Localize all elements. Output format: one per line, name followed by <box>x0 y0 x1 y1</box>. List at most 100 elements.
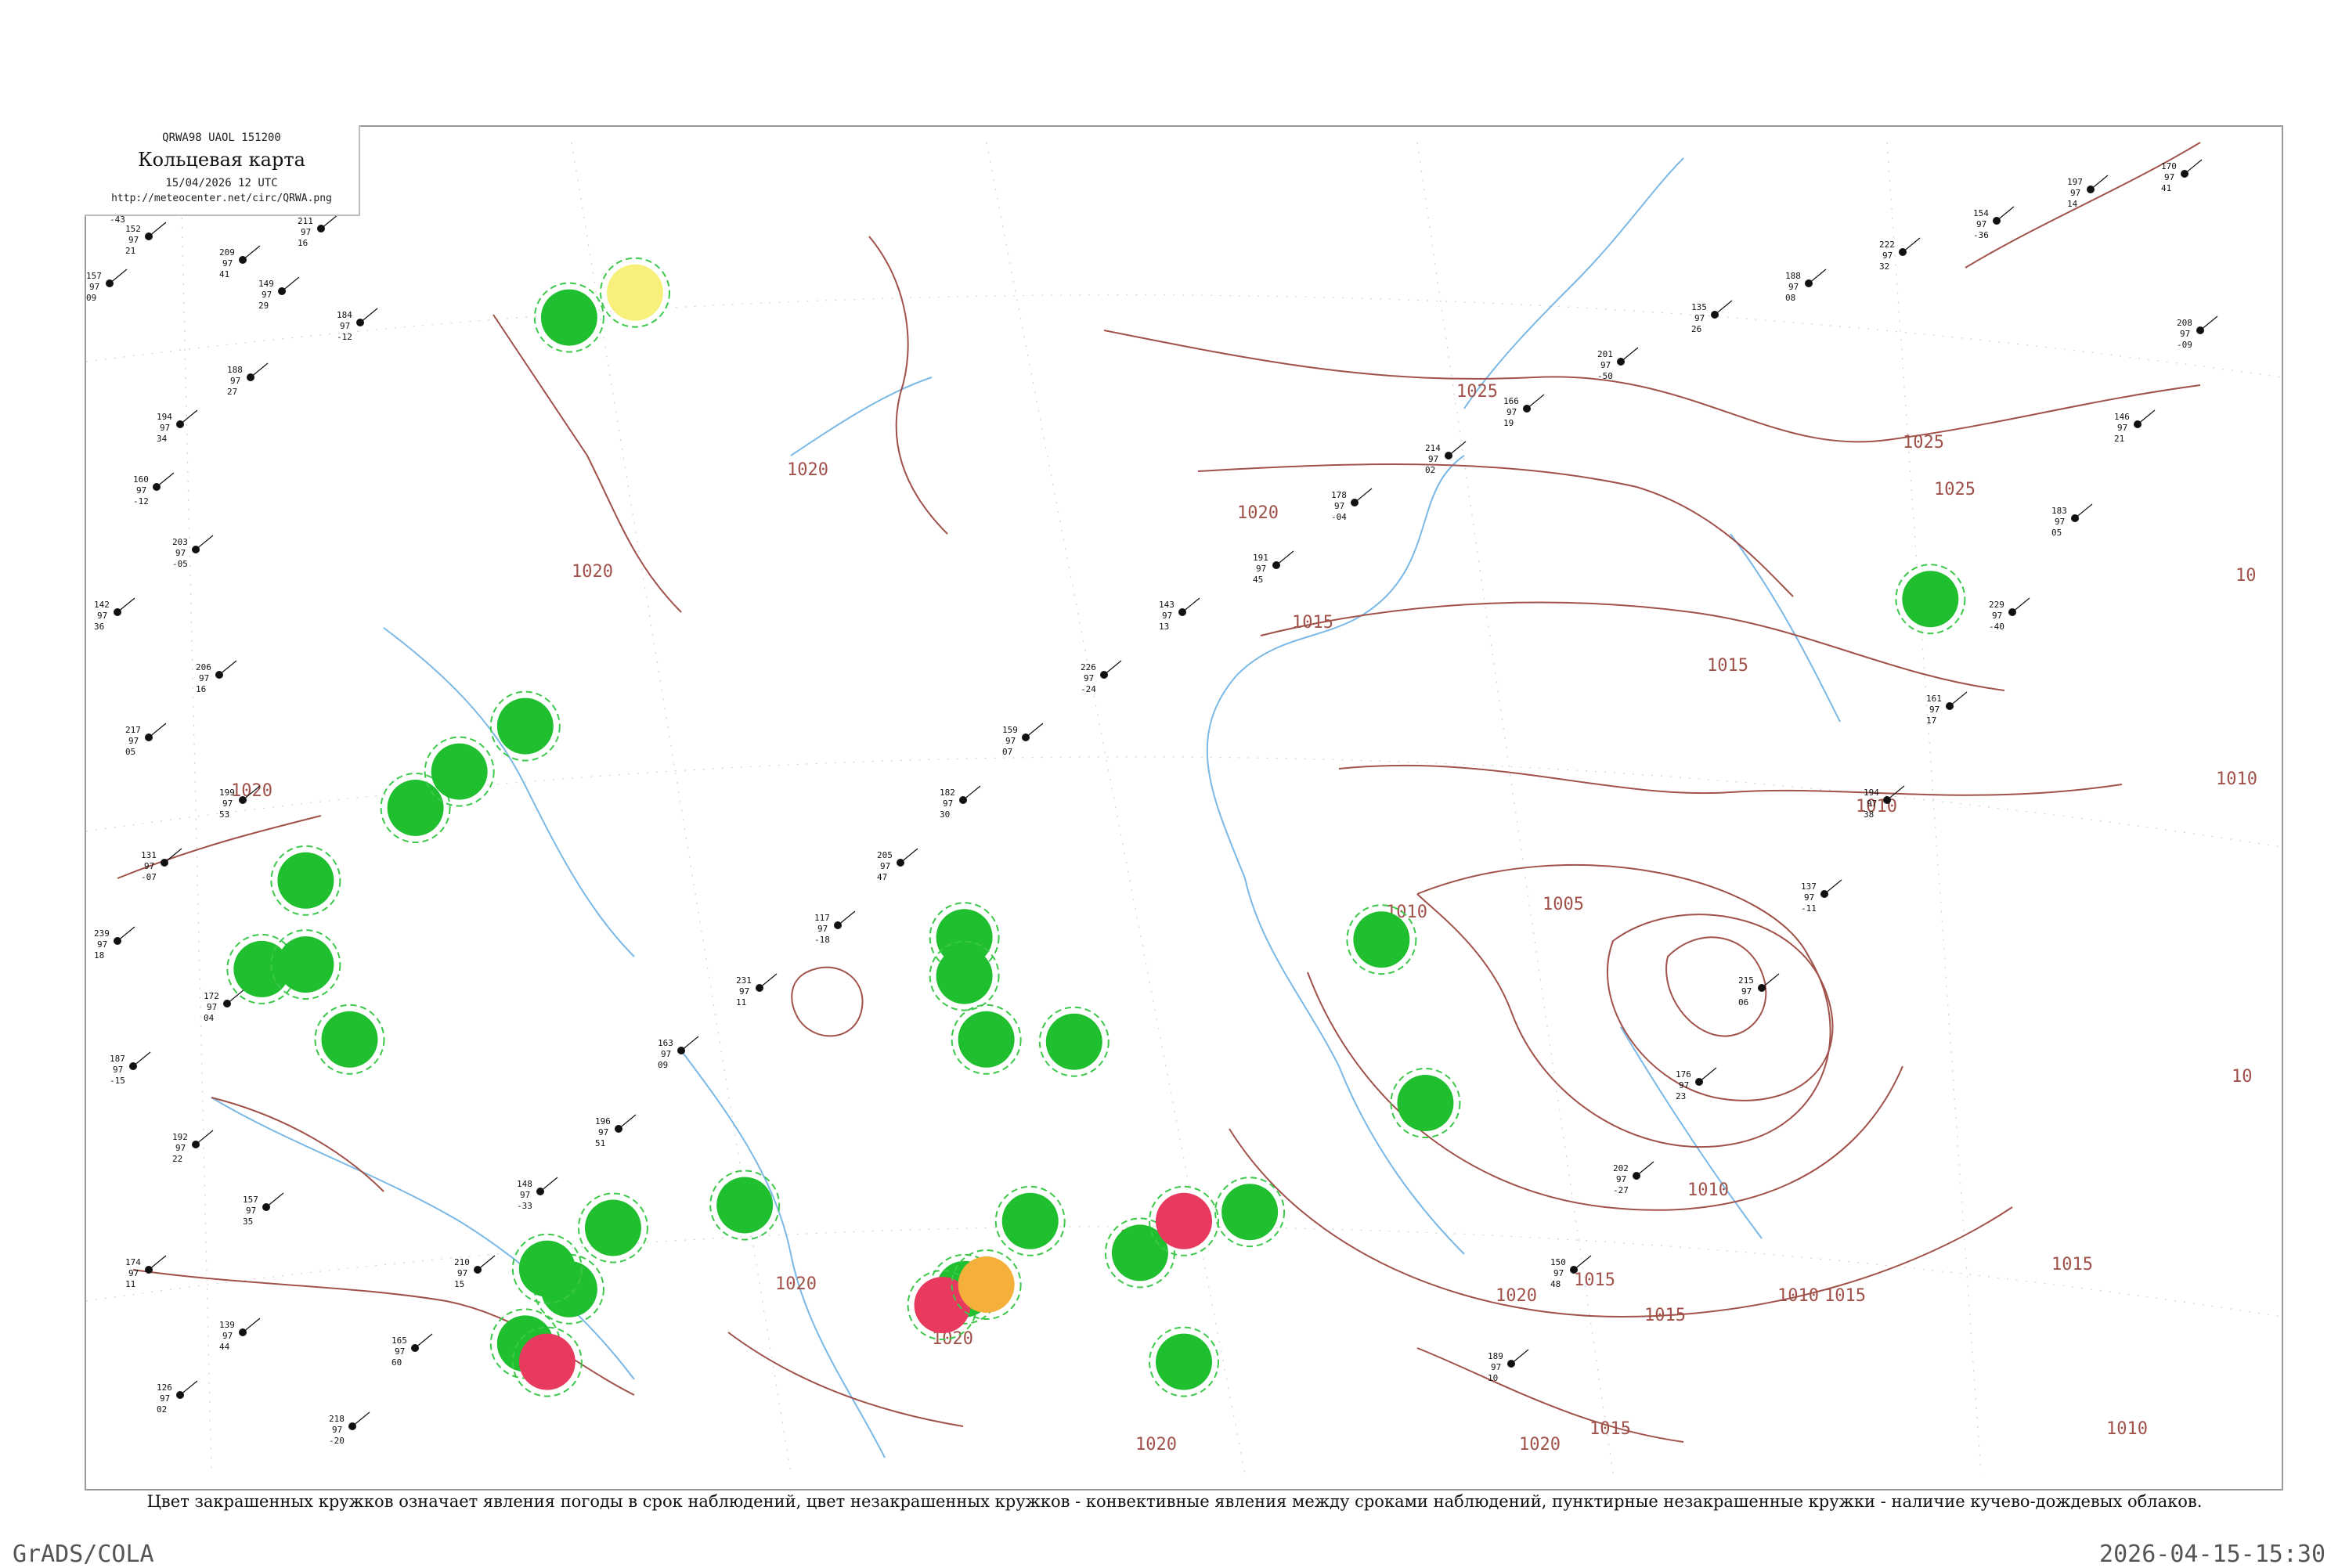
wind-barb <box>242 785 261 801</box>
precip-marker[interactable] <box>1045 1013 1102 1070</box>
station-temperature: 160 <box>133 474 149 485</box>
station-temperature: 194 <box>1864 788 1879 798</box>
precip-marker[interactable] <box>1353 911 1410 968</box>
precip-marker[interactable] <box>496 697 554 755</box>
precip-marker[interactable] <box>277 852 334 909</box>
station-dewpoint: 32 <box>1879 261 1889 272</box>
precip-marker[interactable] <box>1001 1192 1059 1249</box>
precip-marker[interactable] <box>584 1199 641 1256</box>
precip-marker[interactable] <box>1156 1333 1212 1390</box>
station-temperature: 226 <box>1081 662 1096 672</box>
precip-marker[interactable] <box>1397 1075 1454 1131</box>
thunder-marker[interactable] <box>518 1333 576 1390</box>
precip-marker[interactable] <box>431 743 488 800</box>
precip-marker[interactable] <box>233 940 290 997</box>
thunder-marker[interactable] <box>1156 1192 1212 1249</box>
precip-marker[interactable] <box>1111 1224 1168 1281</box>
precip-marker[interactable] <box>936 909 993 966</box>
precip-marker[interactable] <box>1221 1184 1279 1241</box>
station-dewpoint: -36 <box>1973 230 1989 240</box>
precip-marker[interactable] <box>936 947 993 1004</box>
station-dewpoint: 14 <box>2067 199 2078 209</box>
station-pressure: 97 <box>457 1268 467 1278</box>
precip-marker[interactable] <box>1902 571 1959 628</box>
precip-marker[interactable] <box>540 289 597 346</box>
station-pressure: 97 <box>1491 1362 1501 1372</box>
haze-marker[interactable] <box>958 1256 1015 1313</box>
precip-marker[interactable] <box>958 1011 1015 1068</box>
precip-marker[interactable] <box>387 780 444 836</box>
precip-marker[interactable] <box>518 1240 576 1297</box>
wind-barb <box>281 276 300 292</box>
thunder-marker[interactable] <box>914 1277 971 1334</box>
station-temperature: 188 <box>227 365 243 375</box>
source-url[interactable]: http://meteocenter.net/circ/QRWA.png <box>111 193 332 204</box>
precip-marker[interactable] <box>716 1177 774 1234</box>
station-dewpoint: -50 <box>1597 371 1613 381</box>
precip-marker[interactable] <box>321 1011 378 1068</box>
station-temperature: 218 <box>329 1414 345 1424</box>
fog-marker[interactable] <box>607 264 663 321</box>
precip-marker[interactable] <box>277 936 334 993</box>
